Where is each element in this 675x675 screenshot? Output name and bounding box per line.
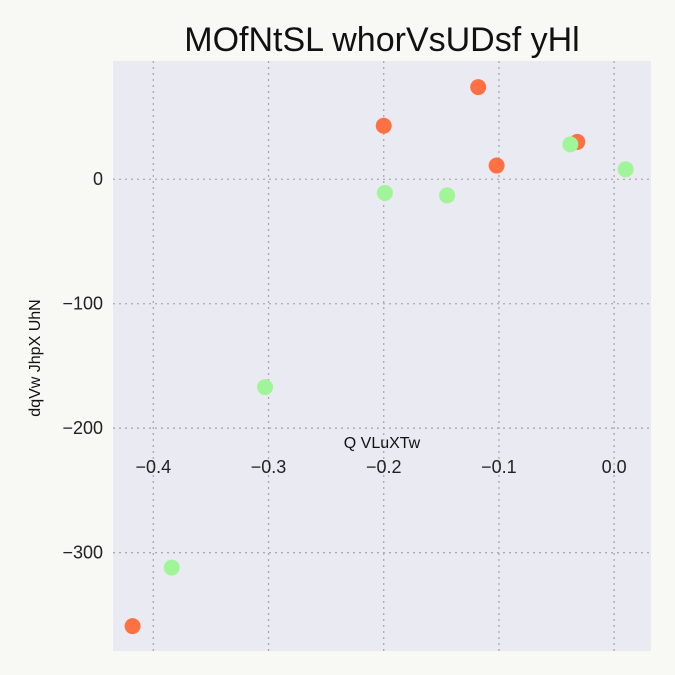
data-points — [124, 79, 634, 635]
data-point-series-2 — [257, 379, 274, 396]
x-tick-label: −0.2 — [366, 457, 402, 477]
y-tick-label: −300 — [62, 543, 103, 563]
chart-title: MOfNtSL whorVsUDsf yHl — [184, 21, 579, 59]
data-point-series-1 — [375, 117, 392, 134]
data-point-series-2 — [439, 187, 456, 204]
x-tick-label: 0.0 — [602, 457, 627, 477]
x-tick-label: −0.1 — [481, 457, 517, 477]
plot-area — [113, 61, 651, 651]
data-point-series-1 — [488, 157, 505, 174]
data-point-series-2 — [617, 161, 634, 178]
data-point-series-1 — [470, 79, 487, 96]
data-point-series-2 — [376, 184, 393, 201]
y-axis-label: dqVw JhpX UhN — [27, 299, 44, 416]
x-tick-label: −0.4 — [136, 457, 172, 477]
tick-labels: −0.4 −0.3 −0.2 −0.1 0.0 0 −100 −200 −300 — [62, 169, 626, 562]
y-tick-label: −200 — [62, 418, 103, 438]
grid — [113, 61, 651, 651]
data-point-series-2 — [562, 136, 579, 153]
data-point-series-2 — [163, 559, 180, 576]
x-tick-label: −0.3 — [251, 457, 287, 477]
y-tick-label: −100 — [62, 294, 103, 314]
data-point-series-1 — [124, 618, 141, 635]
y-tick-label: 0 — [93, 169, 103, 189]
x-axis-label: Q VLuXTw — [344, 435, 421, 452]
